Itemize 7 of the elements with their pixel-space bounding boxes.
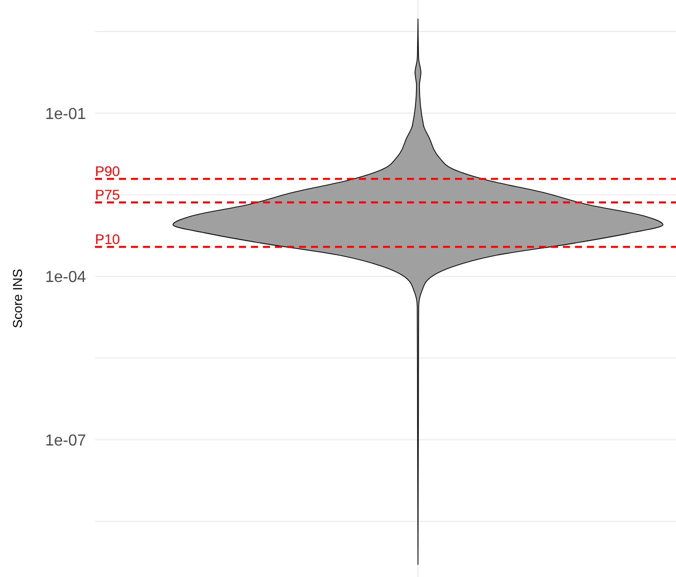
y-axis-title: Score INS <box>10 268 25 328</box>
ref-line-label: P90 <box>95 162 120 179</box>
y-tick-label: 1e-04 <box>45 269 86 286</box>
y-tick-label: 1e-07 <box>45 432 86 450</box>
ref-line-label: P75 <box>95 186 120 202</box>
y-tick-label: 1e-01 <box>45 106 86 123</box>
ref-line-label: P10 <box>95 230 120 247</box>
